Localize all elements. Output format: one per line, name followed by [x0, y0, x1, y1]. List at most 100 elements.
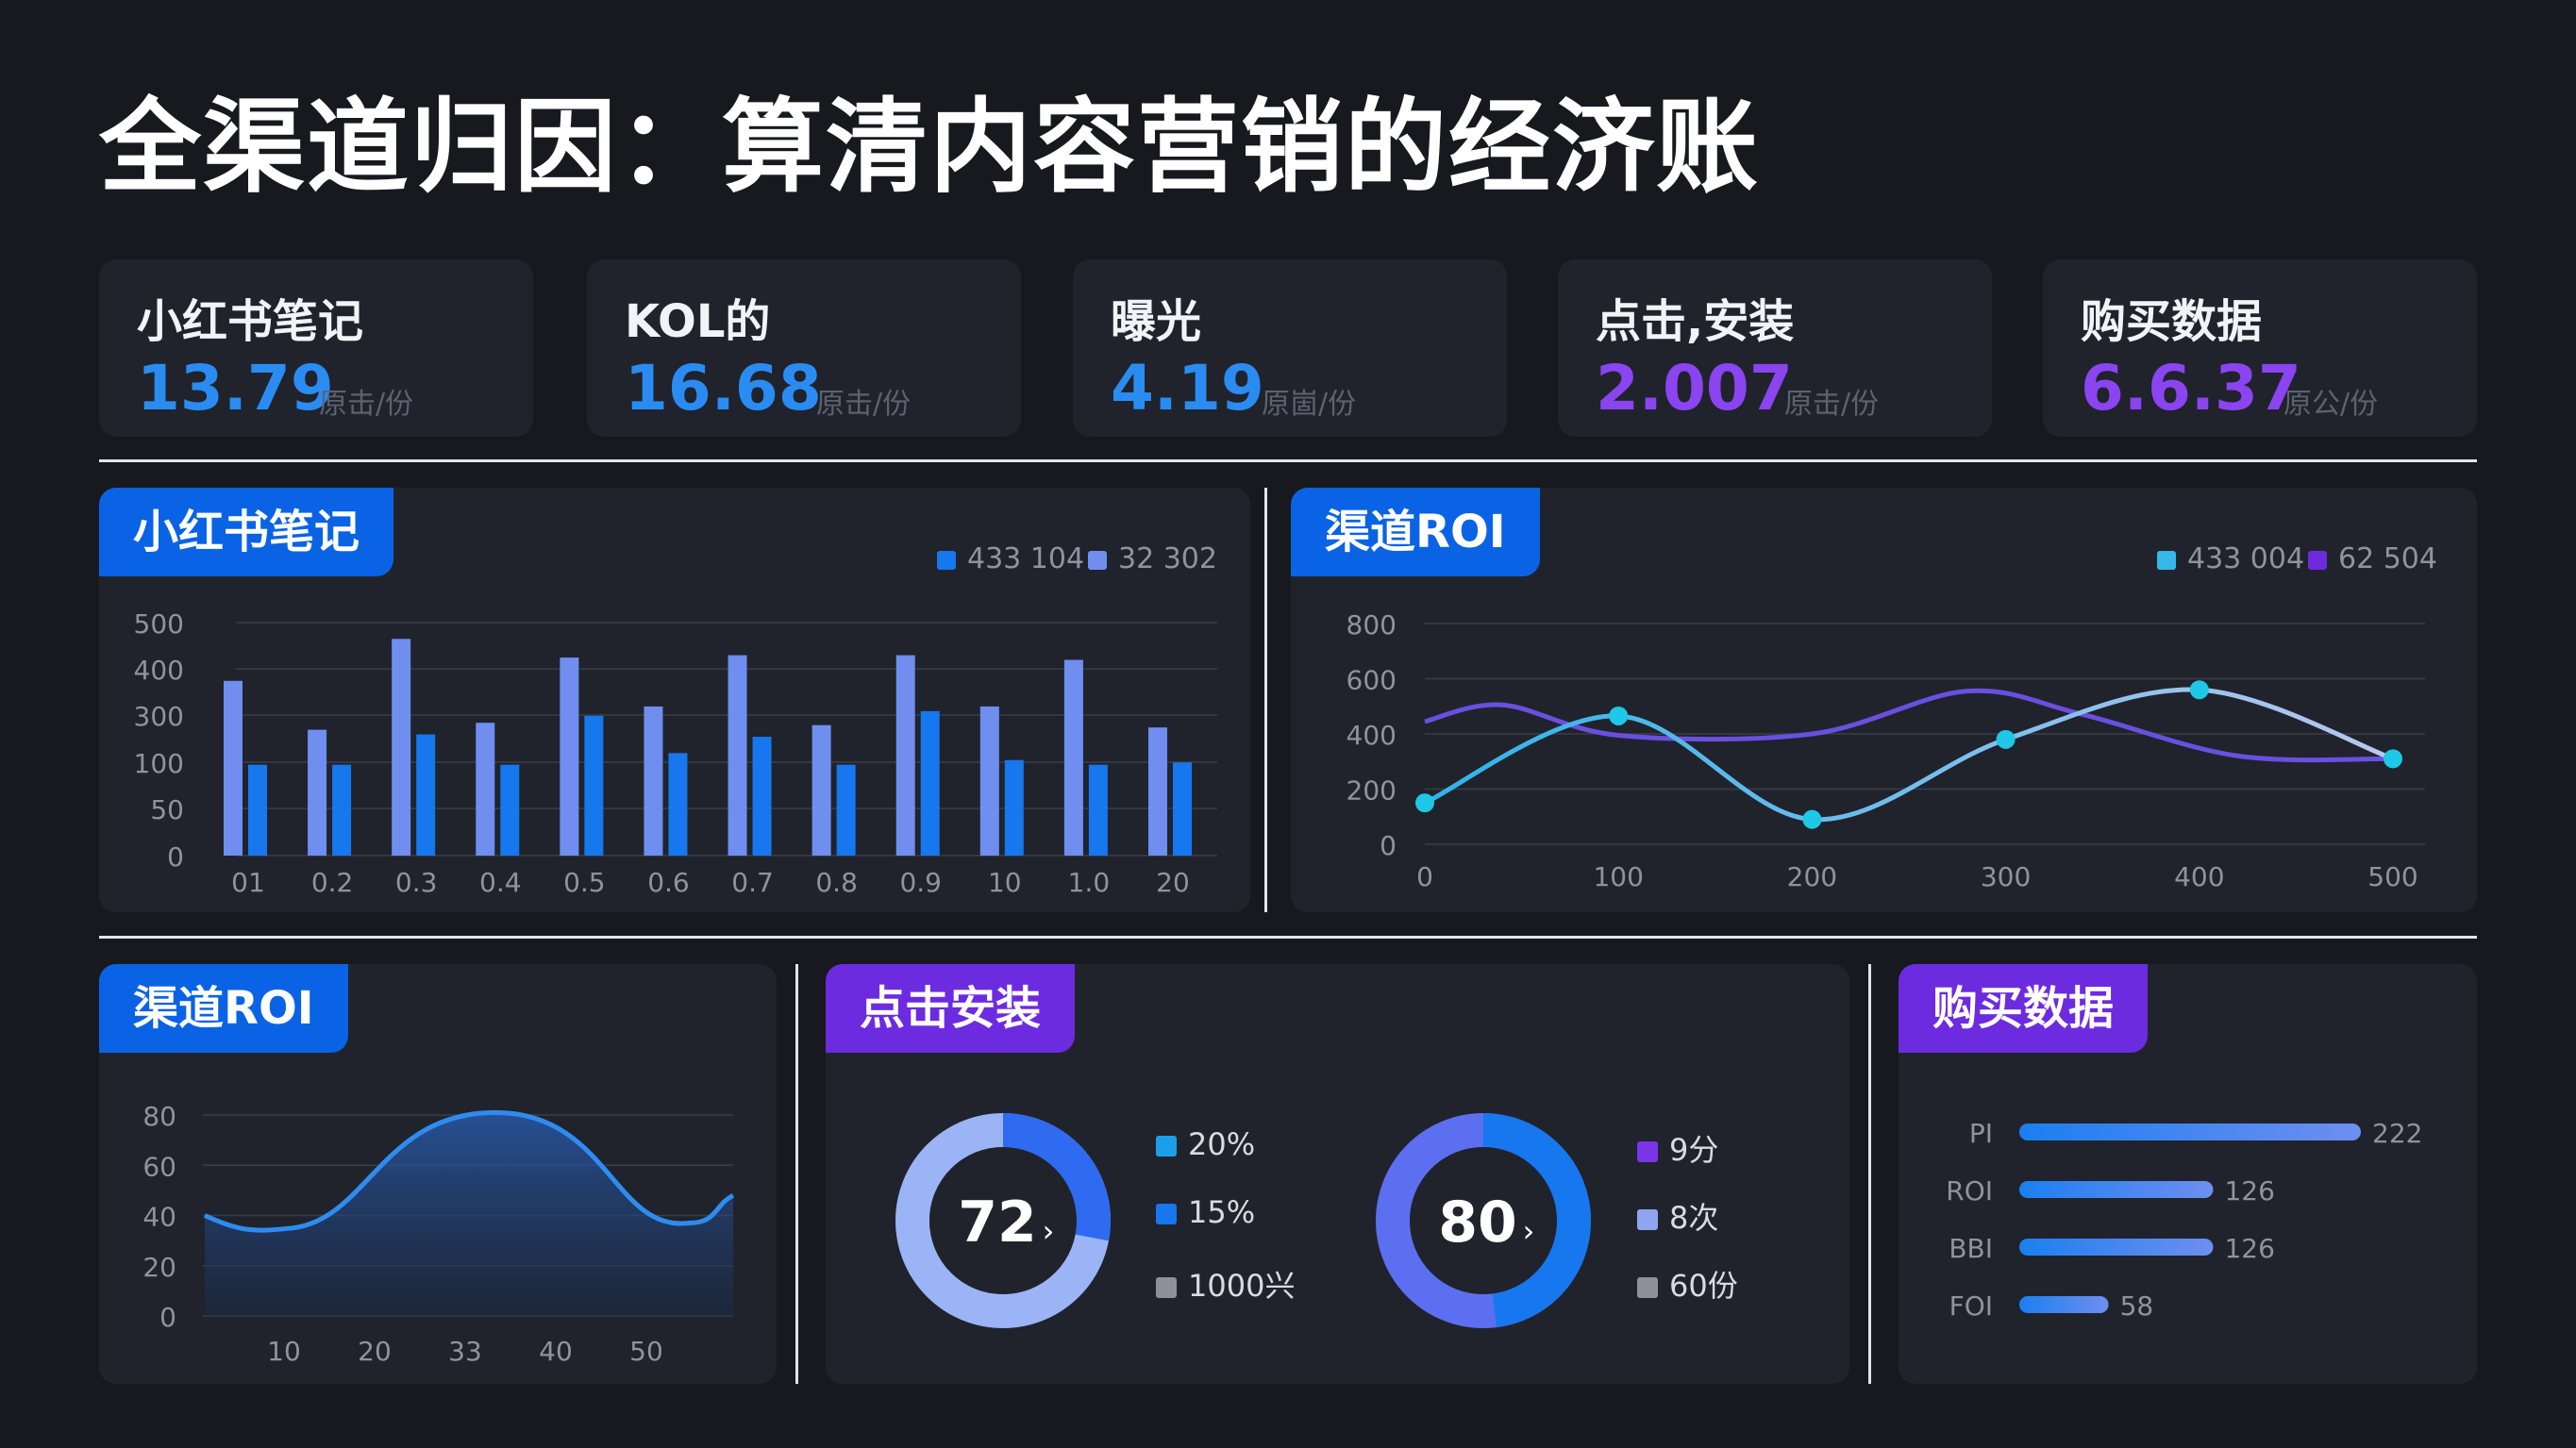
kpi-card-0: 小红书笔记 13.79 原击/份	[99, 259, 533, 437]
line-xtick: 300	[1981, 861, 2031, 892]
bar-mark	[308, 729, 327, 856]
bar-mark	[1173, 762, 1192, 856]
kpi-card-1: KOL的 16.68 原击/份	[587, 259, 1021, 437]
line-ytick: 0	[1380, 830, 1397, 861]
bar-ytick: 50	[150, 794, 184, 825]
bar-mark	[224, 680, 243, 856]
hbar-category: BBI	[1949, 1233, 1993, 1264]
divider-vertical-1	[1264, 488, 1267, 912]
line-point	[2189, 680, 2209, 700]
kpi-name: 曝光	[1111, 295, 1202, 348]
area-chart-panel: 渠道ROI 0 20 40 60 80 10 20 33 40 50	[99, 964, 777, 1384]
kpi-unit: 原公/份	[2283, 388, 2379, 421]
donut-legend-item: 15%	[1156, 1194, 1255, 1230]
hbar-value-label: 222	[2372, 1118, 2422, 1149]
bar-mark	[476, 723, 495, 856]
bar-ytick: 400	[134, 655, 184, 686]
area-ytick: 0	[159, 1302, 176, 1333]
line-ytick: 800	[1347, 609, 1397, 641]
bar-xtick: 0.7	[731, 867, 774, 898]
bar-mark	[728, 655, 747, 856]
line-point	[1415, 793, 1434, 813]
line-ytick: 400	[1347, 720, 1397, 751]
bar-mark	[836, 764, 856, 856]
bar-mark	[920, 710, 940, 856]
bar-mark	[979, 706, 999, 856]
line-xtick: 100	[1593, 861, 1643, 892]
kpi-value: 13.79	[137, 352, 334, 424]
donut-hole	[1410, 1147, 1557, 1294]
hbar-category: PI	[1969, 1118, 1993, 1149]
line-legend-2: 62 504	[2308, 542, 2437, 575]
kpi-card-3: 点击,安装 2.007 原击/份	[1558, 259, 1992, 437]
bar-ytick: 100	[134, 748, 184, 779]
donut-legend-item: 8次	[1637, 1194, 1718, 1238]
bar-mark	[811, 724, 831, 856]
divider-vertical-2	[795, 964, 798, 1384]
kpi-unit: 原击/份	[816, 388, 912, 421]
bar-mark	[895, 655, 915, 856]
hbar-mark	[2019, 1239, 2214, 1256]
donut-legend-item: 9分	[1637, 1126, 1718, 1170]
bar-mark	[1088, 764, 1108, 856]
line-xtick: 0	[1416, 861, 1433, 892]
donut-panel: 点击安装 72 › 80 › 20% 15% 1000兴 9分 8次 60份	[826, 964, 1849, 1384]
bar-xtick: 1.0	[1068, 867, 1111, 898]
donut-legend-item: 60份	[1637, 1262, 1738, 1306]
bar-chart-panel: 小红书笔记 433 104 32 302 0 50 100 300 400 500 01 0.…	[99, 488, 1250, 912]
bar-xtick: 0.5	[563, 867, 606, 898]
donut-hole	[929, 1147, 1077, 1294]
bar-chart: 0 50 100 300 400 500 01 0.2 0.3 0.4 0.5 0.6 0.7 0.8 0.…	[134, 608, 1217, 898]
divider-middle	[99, 936, 2477, 939]
hbar-chart: PI 222 ROI 126 BBI 126 FOI 58	[1946, 1118, 2422, 1322]
donut-suffix: ›	[1523, 1213, 1535, 1249]
kpi-card-4: 购买数据 6.6.37 原公/份	[2043, 259, 2477, 437]
bar-legend-2: 32 302	[1088, 542, 1217, 575]
line-point	[1609, 706, 1629, 725]
area-ytick: 80	[142, 1101, 176, 1132]
area-xtick: 10	[267, 1336, 301, 1367]
area-chart: 0 20 40 60 80 10 20 33 40 50	[142, 1101, 735, 1367]
line-series-1	[1423, 687, 2394, 823]
line-point	[2384, 749, 2402, 769]
kpi-value: 4.19	[1111, 352, 1264, 424]
area-ytick: 20	[142, 1252, 176, 1283]
bar-mark	[1004, 759, 1024, 856]
bar-mark	[752, 737, 772, 856]
line-ytick: 600	[1347, 665, 1397, 696]
area-line	[203, 1109, 735, 1233]
line-xtick: 200	[1787, 861, 1837, 892]
donut-suffix: ›	[1043, 1213, 1055, 1249]
line-chart: 0 200 400 600 800 0 100 200 300 400 500	[1347, 609, 2425, 892]
bar-xtick: 0.3	[395, 867, 438, 898]
line-point	[1802, 809, 1822, 829]
bar-xtick: 0.2	[311, 867, 354, 898]
area-xtick: 50	[629, 1336, 663, 1367]
donut-center-label: 80	[1438, 1190, 1517, 1256]
bar-ytick: 300	[134, 701, 184, 732]
bar-mark	[500, 764, 520, 856]
kpi-name: 购买数据	[2081, 295, 2263, 348]
area-fill	[205, 1112, 733, 1316]
kpi-name: 点击,安装	[1596, 295, 1795, 348]
kpi-name: KOL的	[625, 295, 771, 348]
line-xtick: 500	[2367, 861, 2417, 892]
divider-vertical-3	[1868, 964, 1871, 1384]
donut-center-label: 72	[958, 1190, 1037, 1256]
line-chart-tag: 渠道ROI	[1291, 488, 1540, 576]
line-series-2	[1424, 688, 2394, 763]
kpi-value: 16.68	[625, 352, 822, 424]
kpi-card-2: 曝光 4.19 原崮/份	[1073, 259, 1507, 437]
hbar-tag: 购买数据	[1899, 964, 2149, 1053]
bar-ytick: 0	[167, 841, 184, 873]
kpi-unit: 原击/份	[319, 388, 414, 421]
hbar-category: FOI	[1949, 1290, 1993, 1322]
donut-segment	[895, 1113, 1111, 1328]
line-legend-1: 433 004	[2157, 542, 2304, 575]
bar-mark	[248, 764, 267, 856]
bar-ytick: 500	[134, 608, 184, 640]
bar-mark	[1063, 659, 1083, 856]
area-xtick: 40	[539, 1336, 573, 1367]
bar-xtick: 20	[1156, 867, 1190, 898]
donut-segment	[1376, 1113, 1591, 1328]
